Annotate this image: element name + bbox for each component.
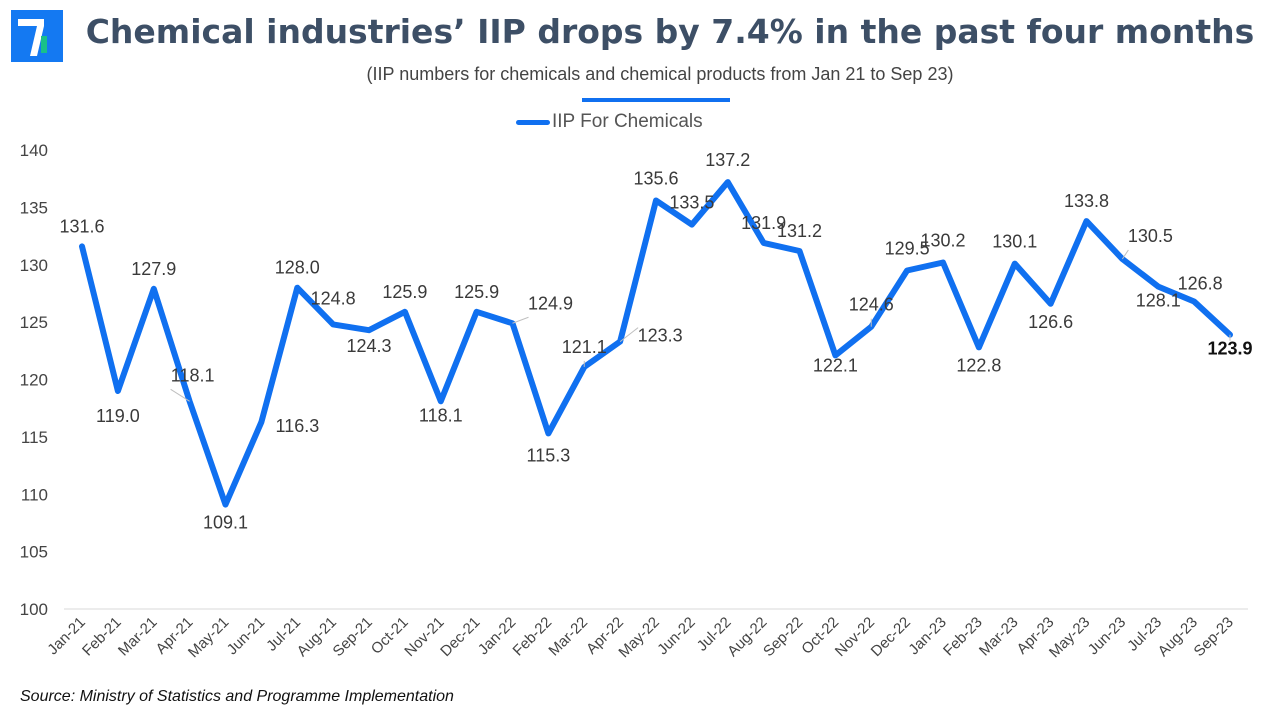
data-label: 128.1 <box>1136 291 1181 311</box>
data-label: 126.8 <box>1178 273 1223 293</box>
x-tick-label: Feb-23 <box>940 614 986 660</box>
x-tick-label: Jun-23 <box>1085 614 1129 658</box>
data-label: 137.2 <box>705 150 750 170</box>
data-label: 123.9 <box>1207 339 1252 359</box>
y-tick-label: 130 <box>20 256 48 275</box>
data-label: 125.9 <box>382 282 427 302</box>
data-label-leader <box>619 327 639 343</box>
data-label: 129.5 <box>885 238 930 258</box>
data-label: 119.0 <box>96 406 140 426</box>
chart-subtitle: (IIP numbers for chemicals and chemical … <box>366 64 954 84</box>
x-tick-label: Jun-22 <box>654 614 698 658</box>
data-label-leader <box>512 316 529 324</box>
data-label: 118.1 <box>171 365 215 385</box>
brand-logo-icon <box>11 10 63 62</box>
x-tick-label: Feb-22 <box>510 614 556 660</box>
data-label: 133.8 <box>1064 191 1109 211</box>
source-note: Source: Ministry of Statistics and Progr… <box>20 688 454 705</box>
chart-legend: IIP For Chemicals <box>516 111 703 133</box>
data-label: 131.9 <box>741 213 786 233</box>
data-label: 122.8 <box>956 355 1001 375</box>
data-label: 124.9 <box>528 293 573 313</box>
series-line-iip-chemicals <box>79 179 1233 508</box>
x-tick-label: May-21 <box>185 614 232 661</box>
data-label: 118.1 <box>419 405 463 425</box>
x-tick-label: Sep-22 <box>760 614 806 660</box>
data-label: 130.1 <box>992 232 1037 252</box>
data-label-leader <box>1121 249 1129 260</box>
data-label: 135.6 <box>633 168 678 188</box>
x-tick-label: May-23 <box>1046 614 1093 661</box>
x-tick-label: Nov-21 <box>401 614 447 660</box>
y-tick-label: 115 <box>21 428 48 447</box>
x-tick-label: Aug-23 <box>1155 614 1201 660</box>
legend-label: IIP For Chemicals <box>552 111 703 132</box>
x-tick-label: Mar-22 <box>545 614 591 660</box>
x-tick-label: Mar-23 <box>976 614 1022 660</box>
y-tick-label: 105 <box>20 543 48 562</box>
data-label: 128.0 <box>275 258 320 278</box>
x-tick-label: Feb-21 <box>79 614 125 660</box>
data-label: 130.5 <box>1128 226 1173 246</box>
x-tick-label: Nov-22 <box>832 614 878 660</box>
data-label: 130.2 <box>920 230 965 250</box>
data-label: 123.3 <box>638 326 683 346</box>
data-label: 116.3 <box>276 416 320 436</box>
data-label: 122.1 <box>813 355 858 375</box>
x-tick-label: Mar-21 <box>115 614 161 660</box>
x-tick-label: Dec-22 <box>868 614 914 660</box>
data-label: 124.6 <box>849 295 894 315</box>
y-tick-label: 140 <box>20 141 48 160</box>
y-tick-label: 100 <box>20 600 48 619</box>
data-label: 131.6 <box>59 216 104 236</box>
x-tick-label: Aug-22 <box>724 614 770 660</box>
x-tick-label: May-22 <box>615 614 662 661</box>
legend-line-swatch <box>516 119 550 125</box>
data-label: 133.5 <box>669 193 714 213</box>
y-tick-label: 125 <box>20 313 48 332</box>
data-label-leader <box>170 388 190 402</box>
x-tick-label: Jun-21 <box>224 614 268 658</box>
x-tick-label: Sep-23 <box>1191 614 1237 660</box>
y-tick-label: 110 <box>21 485 48 504</box>
x-tick-label: Aug-21 <box>294 614 340 660</box>
page-title: Chemical industries’ IIP drops by 7.4% i… <box>85 12 1255 51</box>
data-label: 126.6 <box>1028 312 1073 332</box>
data-label: 125.9 <box>454 282 499 302</box>
y-tick-label: 135 <box>20 198 48 217</box>
data-label: 131.2 <box>777 221 822 241</box>
data-label: 115.3 <box>527 445 571 465</box>
x-tick-label: Dec-21 <box>437 614 483 660</box>
data-label: 124.3 <box>346 336 391 356</box>
title-accent-bar <box>582 98 730 102</box>
data-label: 124.8 <box>311 288 356 308</box>
data-label: 127.9 <box>131 259 176 279</box>
y-tick-label: 120 <box>20 371 48 390</box>
data-label: 121.1 <box>562 337 607 357</box>
data-label: 109.1 <box>203 513 248 533</box>
x-tick-label: Sep-21 <box>330 614 376 660</box>
